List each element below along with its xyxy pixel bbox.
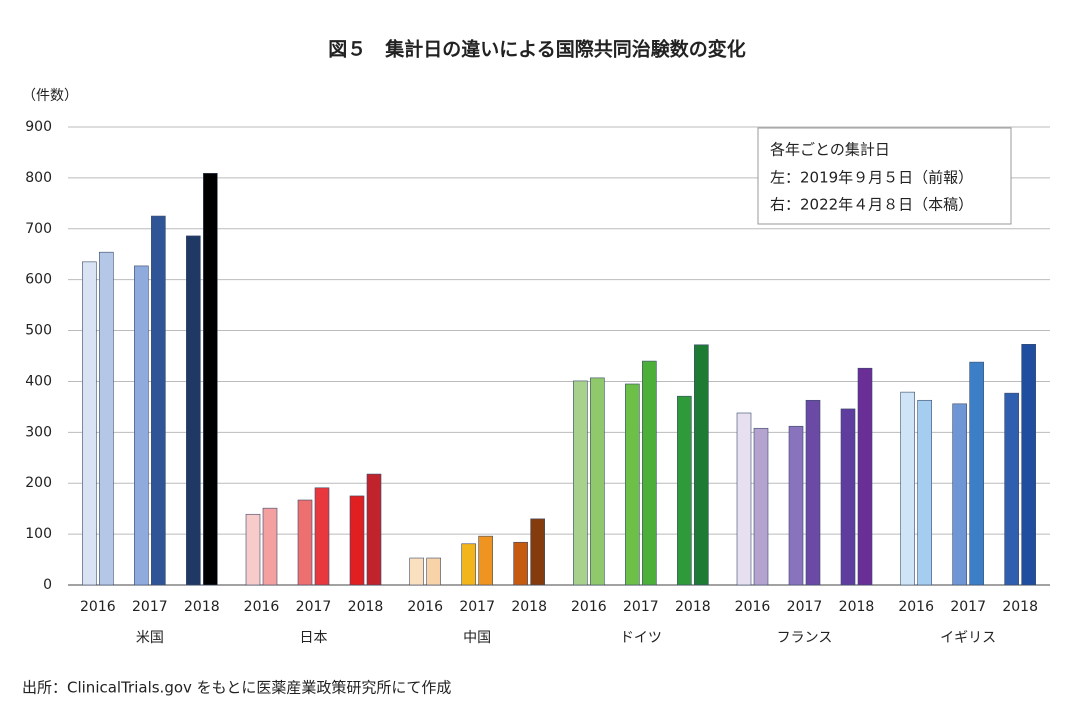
bar: [366, 473, 382, 586]
x-tick-label: 2016: [571, 599, 607, 615]
bar: [677, 395, 692, 586]
bar: [314, 487, 330, 586]
bar: [151, 215, 166, 586]
y-tick-label: 700: [25, 221, 52, 237]
bar: [753, 427, 769, 586]
bar: [900, 391, 915, 586]
bar: [952, 403, 967, 586]
x-tick-label: 2017: [296, 599, 332, 615]
legend-title: 各年ごとの集計日: [770, 141, 890, 159]
legend-box: [757, 127, 1012, 225]
legend-item: 左：2019年９月５日（前報）: [770, 169, 973, 187]
chart-title: 図５ 集計日の違いによる国際共同治験数の変化: [328, 38, 745, 61]
x-tick-label: 2016: [898, 599, 934, 615]
bar: [642, 360, 657, 586]
x-tick-label: 2018: [348, 599, 384, 615]
x-tick-label: 2017: [950, 599, 986, 615]
bar: [694, 344, 709, 586]
bar: [969, 361, 984, 586]
x-tick-label: 2017: [787, 599, 823, 615]
group-label: イギリス: [940, 630, 996, 646]
bar: [134, 265, 149, 586]
bar: [573, 380, 588, 586]
bar: [1021, 343, 1036, 586]
x-tick-label: 2018: [511, 599, 547, 615]
x-tick-label: 2016: [735, 599, 771, 615]
group-label: フランス: [777, 630, 833, 646]
bar: [297, 499, 313, 586]
bar: [788, 425, 804, 586]
bar: [513, 541, 528, 586]
legend-item: 右：2022年４月８日（本稿）: [770, 196, 973, 214]
bar: [186, 235, 201, 586]
bar: [590, 377, 605, 586]
y-tick-label: 0: [43, 577, 52, 593]
bar: [478, 535, 493, 586]
x-tick-label: 2017: [459, 599, 495, 615]
y-tick-label: 200: [25, 475, 52, 491]
x-tick-label: 2018: [675, 599, 711, 615]
bar: [736, 412, 752, 586]
y-tick-label: 400: [25, 373, 52, 389]
bar: [262, 507, 278, 586]
y-axis-label: （件数）: [22, 88, 78, 104]
bar: [99, 251, 114, 586]
bar: [82, 261, 97, 586]
bar: [917, 399, 932, 586]
bar: [625, 383, 640, 586]
group-label: ドイツ: [620, 630, 662, 646]
y-tick-label: 800: [25, 170, 52, 186]
bar: [203, 173, 218, 586]
y-tick-label: 100: [25, 526, 52, 542]
bar: [245, 513, 261, 586]
bar: [1004, 392, 1019, 586]
group-label: 日本: [300, 630, 328, 646]
x-tick-label: 2018: [839, 599, 875, 615]
bar: [409, 557, 424, 586]
bar: [805, 399, 821, 586]
x-tick-label: 2016: [80, 599, 116, 615]
bar: [349, 495, 365, 586]
bar: [530, 518, 545, 586]
group-label: 中国: [463, 630, 491, 646]
group-label: 米国: [136, 630, 164, 646]
bar: [840, 408, 856, 586]
x-tick-label: 2016: [244, 599, 280, 615]
plot-area: 0 100 200 300 400 500 600 700 800 900 2016 2017 2018…: [25, 119, 1050, 646]
x-tick-label: 2017: [623, 599, 659, 615]
x-tick-label: 2017: [132, 599, 168, 615]
bar: [461, 543, 476, 586]
y-tick-label: 600: [25, 272, 52, 288]
bar: [857, 367, 873, 586]
bar: [426, 557, 441, 586]
y-tick-label: 900: [25, 119, 52, 135]
x-tick-label: 2018: [1002, 599, 1038, 615]
source-note: 出所：ClinicalTrials.gov をもとに医薬産業政策研究所にて作成: [22, 679, 451, 697]
x-tick-label: 2018: [184, 599, 220, 615]
y-tick-label: 500: [25, 323, 52, 339]
x-tick-label: 2016: [407, 599, 443, 615]
y-tick-label: 300: [25, 424, 52, 440]
